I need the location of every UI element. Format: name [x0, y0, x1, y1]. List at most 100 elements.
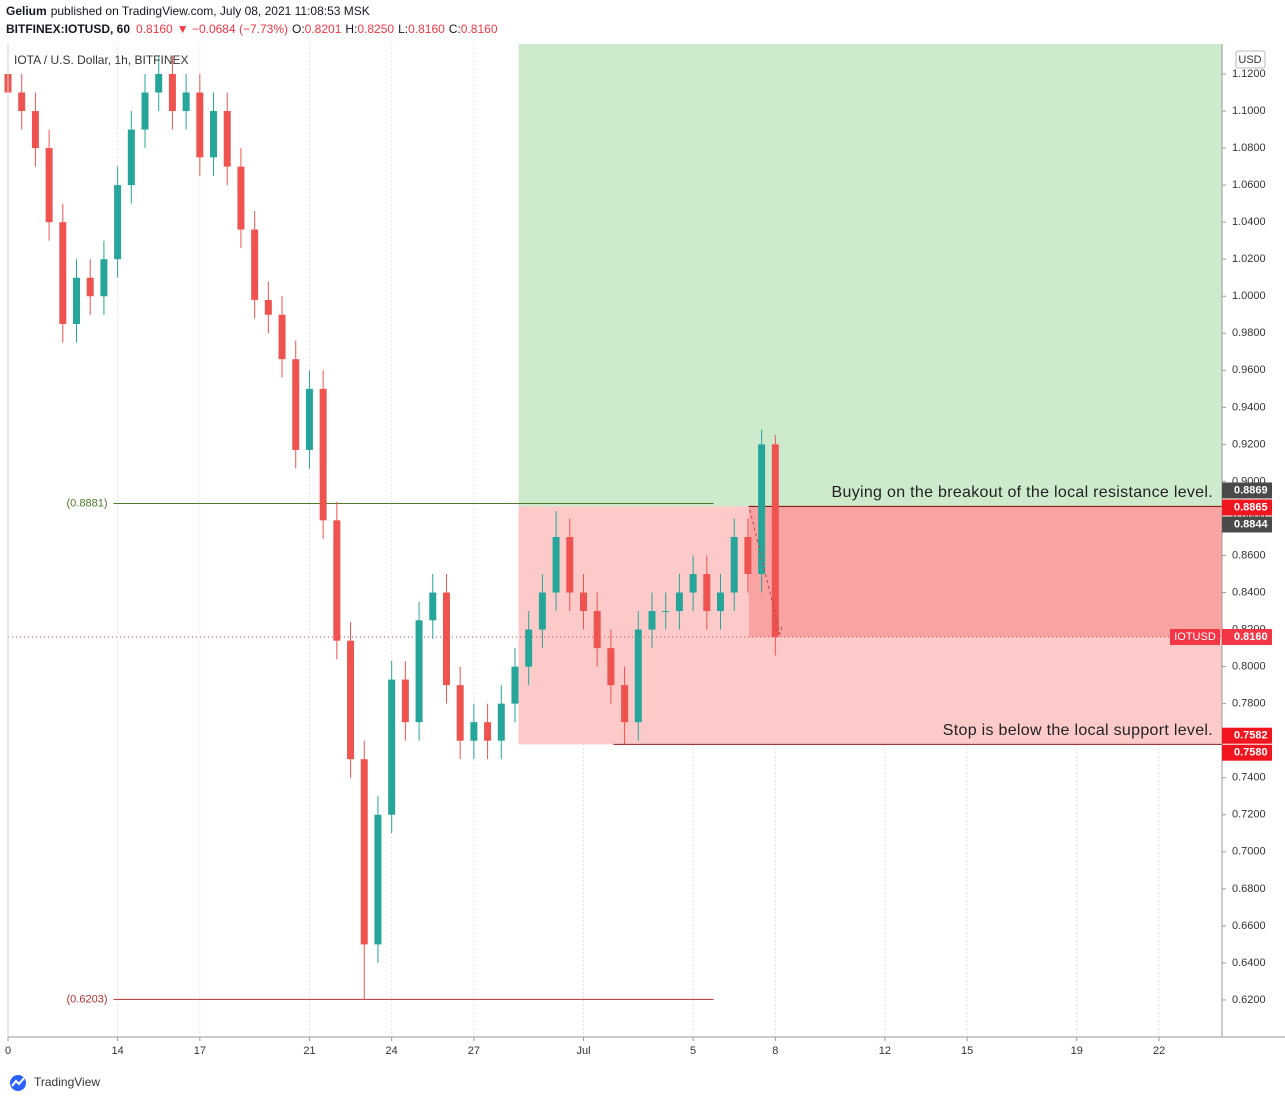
candle-body	[552, 536, 560, 593]
candle-body	[662, 611, 670, 613]
candle-body	[648, 611, 656, 630]
candle-body	[771, 444, 779, 637]
price-label-box	[1222, 499, 1272, 516]
price-label: 0.8869	[1234, 484, 1268, 496]
candle-body	[59, 222, 67, 325]
candle-body	[237, 166, 245, 230]
candle-body	[374, 814, 382, 945]
x-tick-label: Jul	[576, 1045, 590, 1057]
x-tick-label: 12	[879, 1045, 891, 1057]
x-tick-label: 8	[772, 1045, 778, 1057]
candle-body	[31, 111, 39, 149]
candle-body	[579, 592, 587, 612]
y-tick-label: 0.9200	[1232, 438, 1266, 450]
candle-body	[593, 611, 601, 649]
candle-body	[264, 299, 272, 315]
y-tick-label: 1.0800	[1232, 142, 1266, 154]
price-label-box	[1222, 628, 1272, 645]
author: Gelium	[6, 4, 47, 18]
x-tick-label: 5	[690, 1045, 696, 1057]
annotation: Buying on the breakout of the local resi…	[832, 484, 1213, 501]
candle-body	[182, 92, 190, 112]
brand: TradingView	[34, 1075, 100, 1089]
candle-body	[223, 111, 231, 167]
price-label-box	[1222, 744, 1272, 761]
loss-zone	[748, 506, 1222, 637]
x-tick-label: 15	[961, 1045, 973, 1057]
candle-body	[18, 92, 26, 112]
candle-body	[634, 629, 642, 723]
y-tick-label: 0.8600	[1232, 549, 1266, 561]
candle-body	[730, 536, 738, 593]
y-tick-label: 0.9600	[1232, 364, 1266, 376]
x-tick-label: 22	[1153, 1045, 1165, 1057]
x-tick-label: 14	[111, 1045, 123, 1057]
y-tick-label: 0.9800	[1232, 327, 1266, 339]
ohlc-label: C:	[449, 22, 461, 36]
candle-body	[347, 640, 355, 760]
x-tick-label: 24	[386, 1045, 398, 1057]
price-label: 0.8865	[1234, 501, 1268, 513]
y-tick-label: 0.6400	[1232, 957, 1266, 969]
candle-body	[86, 277, 94, 297]
candle-body	[168, 74, 176, 112]
candle-body	[73, 277, 81, 325]
candle-body	[717, 592, 725, 612]
plot: (0.8881) (0.6203)	[4, 44, 1222, 1037]
candle-body	[758, 444, 766, 575]
price-label-box	[1222, 482, 1272, 499]
x-tick-label: 17	[194, 1045, 206, 1057]
x-tick-label: 27	[468, 1045, 480, 1057]
y-tick-label: 1.0400	[1232, 216, 1266, 228]
y-tick-label: 0.9400	[1232, 401, 1266, 413]
candle-body	[511, 666, 519, 704]
x-tick-label: 0	[5, 1045, 11, 1057]
price: 0.8160	[136, 22, 173, 36]
tag-box	[1170, 628, 1220, 645]
candle-body	[127, 129, 135, 186]
axis-labels: 0 14 17 21 24 27 Jul 5 8 12 15 19 22 0.6200 0.6400 0.66…	[5, 68, 1272, 1057]
ohlc-value: 0.8160	[461, 22, 498, 36]
candle-body	[470, 722, 478, 741]
price-label-box	[1222, 516, 1272, 533]
ohlc-value: 0.8160	[408, 22, 445, 36]
ohlc-label: H:	[345, 22, 357, 36]
legend-title: IOTA / U.S. Dollar, 1h, BITFINEX	[14, 53, 189, 67]
ohlc-value: 0.8250	[357, 22, 394, 36]
x-tick-label: 21	[303, 1045, 315, 1057]
candle-body	[100, 259, 108, 297]
candle-body	[251, 229, 259, 300]
candle-body	[114, 185, 122, 260]
candle-body	[401, 679, 409, 723]
candle-body	[155, 74, 163, 93]
target-zone	[518, 44, 1222, 507]
candle-body	[360, 759, 368, 945]
y-tick-label: 0.7800	[1232, 698, 1266, 710]
ohlc-label: O:	[292, 22, 305, 36]
unit-box	[1235, 50, 1266, 69]
y-tick-label: 1.0200	[1232, 253, 1266, 265]
y-tick-label: 0.6600	[1232, 920, 1266, 932]
candle-body	[744, 536, 752, 575]
candle-body	[456, 685, 464, 741]
candle-body	[703, 574, 711, 612]
y-tick-label: 0.8400	[1232, 586, 1266, 598]
candle-body	[607, 648, 615, 686]
y-tick-label: 1.0600	[1232, 179, 1266, 191]
price-label: 0.8160	[1234, 631, 1268, 643]
candle-body	[675, 592, 683, 612]
change: ▼ −0.0684 (−7.73%)	[177, 22, 288, 36]
price-label: 0.7582	[1234, 730, 1268, 742]
candle-body	[45, 148, 53, 223]
candle-body	[292, 359, 300, 450]
candle-body	[429, 592, 437, 621]
y-tick-label: 1.1200	[1232, 68, 1266, 80]
candle-body	[538, 592, 546, 630]
y-tick-label: 1.0000	[1232, 290, 1266, 302]
candle-body	[278, 314, 286, 360]
candle-body	[497, 703, 505, 741]
price-label: 0.7580	[1234, 747, 1268, 759]
candle-body	[319, 388, 327, 521]
candle-body	[621, 685, 629, 723]
